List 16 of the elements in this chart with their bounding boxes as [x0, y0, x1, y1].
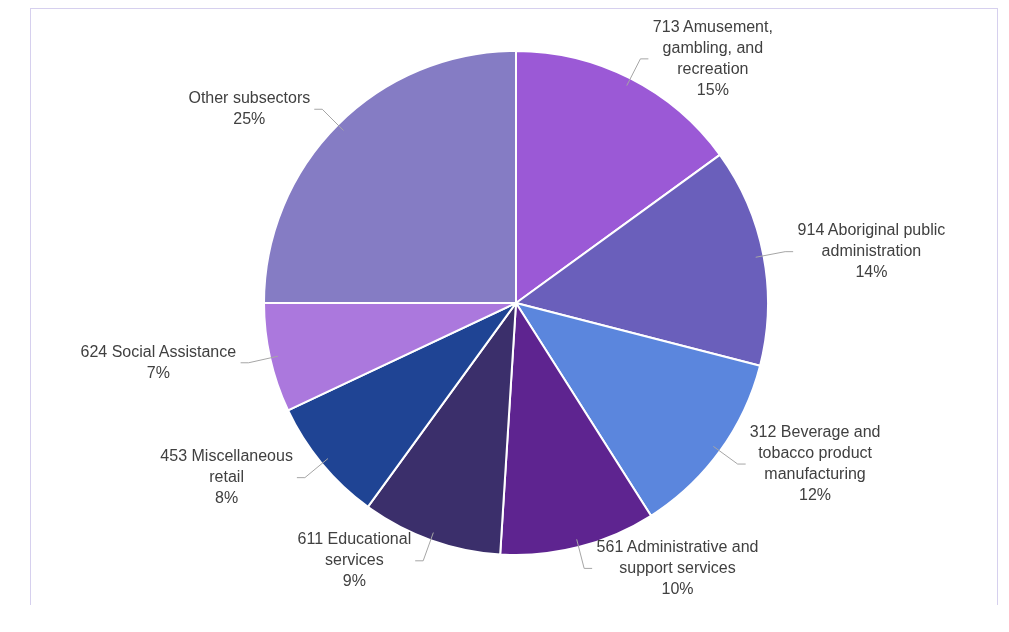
slice-label: 624 Social Assistance — [80, 342, 237, 360]
slice-label: 914 Aboriginal public administration — [797, 221, 946, 260]
slice-label: 713 Amusement, gambling, and recreation — [652, 17, 773, 77]
slice-label: Other subsectors — [188, 89, 311, 107]
data-label: 9% — [342, 572, 366, 590]
data-label: 12% — [799, 485, 832, 503]
data-label: 7% — [146, 363, 170, 381]
data-label: 25% — [233, 110, 266, 128]
slice-label: 453 Miscellaneous retail — [160, 447, 293, 486]
slice-label: 561 Administrative and support services — [596, 537, 759, 576]
data-label: 15% — [696, 80, 729, 98]
data-label: 10% — [661, 579, 694, 597]
slice-label: 312 Beverage and tobacco product manufacturing — [749, 422, 881, 482]
data-label: 14% — [855, 263, 888, 281]
slice-label: 611 Educational services — [297, 530, 412, 569]
data-label: 8% — [215, 489, 239, 507]
